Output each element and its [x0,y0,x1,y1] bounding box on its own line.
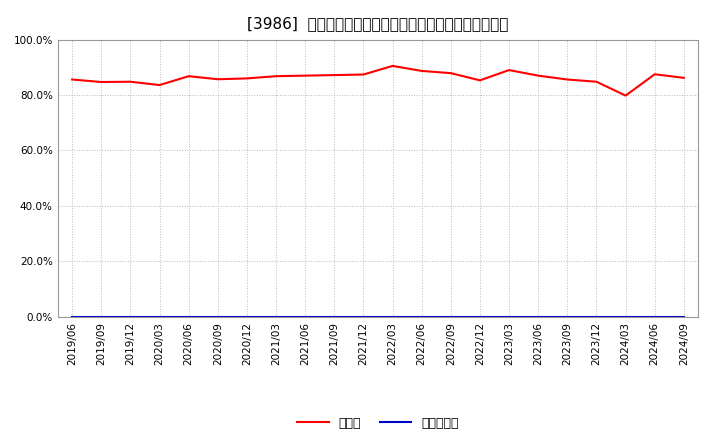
有利子負債 [97,314,106,319]
現預金 [213,77,222,82]
有利子負債 [330,314,338,319]
有利子負債 [418,314,426,319]
有利子負債 [563,314,572,319]
有利子負債 [388,314,397,319]
現預金 [184,73,193,79]
現預金 [592,79,600,84]
有利子負債 [505,314,513,319]
現預金 [330,73,338,78]
現預金 [534,73,543,78]
有利子負債 [68,314,76,319]
有利子負債 [359,314,368,319]
現預金 [271,73,280,79]
Line: 現預金: 現預金 [72,66,684,95]
現預金 [243,76,251,81]
現預金 [476,78,485,83]
Title: [3986]  現預金、有利子負債の総資産に対する比率の推移: [3986] 現預金、有利子負債の総資産に対する比率の推移 [247,16,509,32]
Legend: 現預金, 有利子負債: 現預金, 有利子負債 [292,412,464,435]
有利子負債 [271,314,280,319]
有利子負債 [301,314,310,319]
現預金 [359,72,368,77]
有利子負債 [446,314,455,319]
現預金 [505,67,513,73]
現預金 [388,63,397,69]
有利子負債 [243,314,251,319]
有利子負債 [680,314,688,319]
有利子負債 [184,314,193,319]
現預金 [97,79,106,84]
現預金 [563,77,572,82]
現預金 [156,82,164,88]
有利子負債 [592,314,600,319]
有利子負債 [126,314,135,319]
現預金 [680,75,688,81]
有利子負債 [534,314,543,319]
有利子負債 [476,314,485,319]
現預金 [418,68,426,73]
現預金 [650,72,659,77]
有利子負債 [650,314,659,319]
有利子負債 [621,314,630,319]
現預金 [621,93,630,98]
現預金 [446,70,455,76]
有利子負債 [213,314,222,319]
現預金 [68,77,76,82]
現預金 [301,73,310,78]
有利子負債 [156,314,164,319]
現預金 [126,79,135,84]
